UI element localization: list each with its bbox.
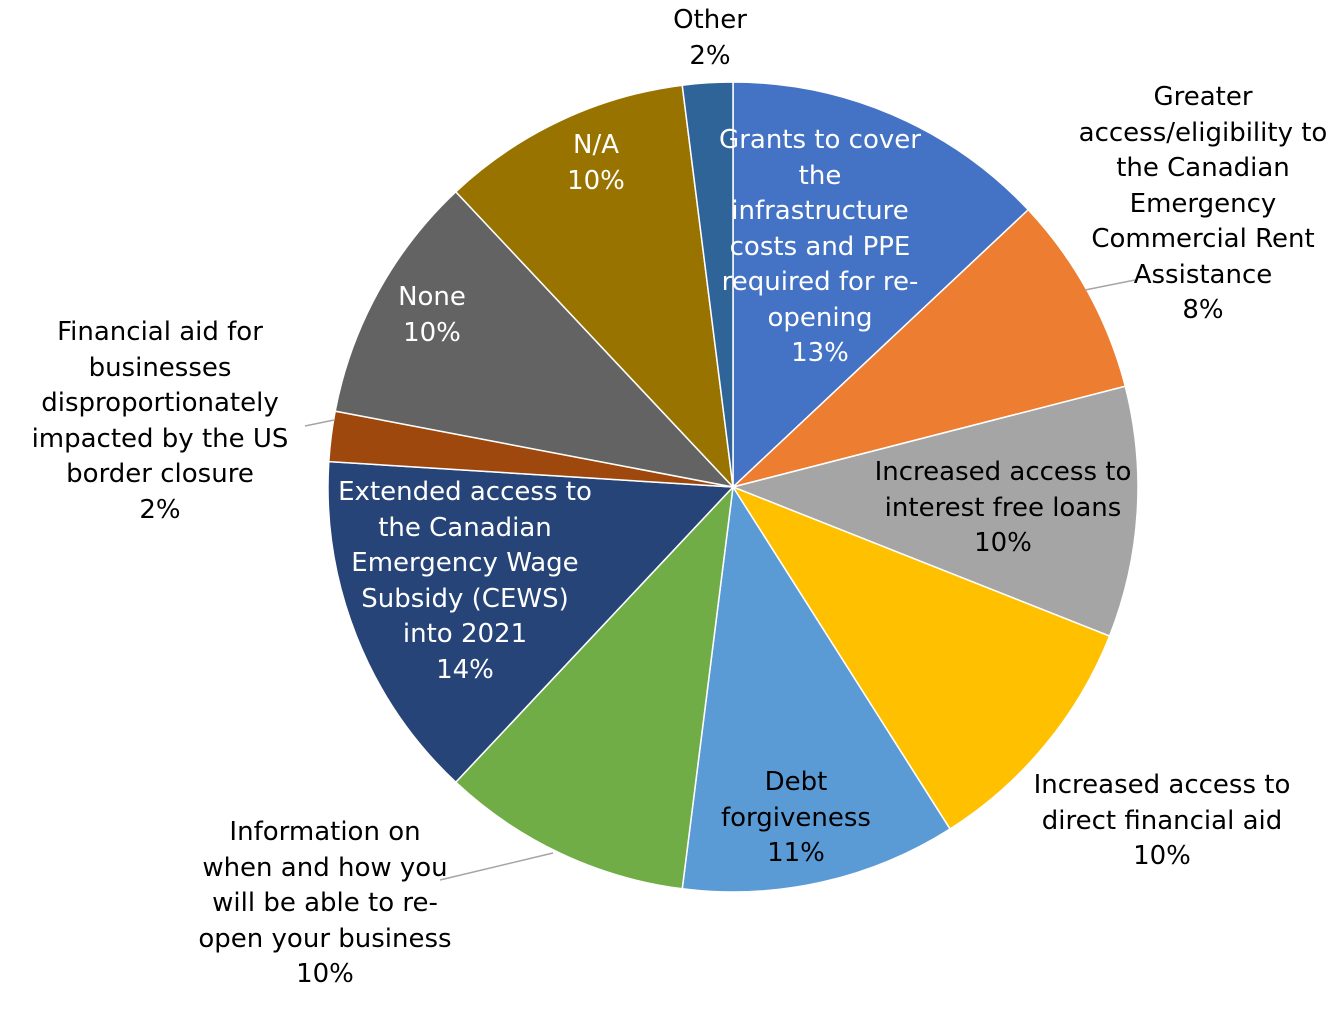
pie-slice [681,484,952,893]
value-label: 2% [689,40,731,71]
data-label: N/A 10% [521,128,671,199]
pie-slice [730,385,1139,638]
pie-slice [732,208,1127,488]
leader-line [304,419,335,427]
category-label: Grants to cover the infrastructure costs… [719,125,921,333]
value-label: 2% [139,494,181,525]
value-label: 13% [791,338,849,368]
category-label: Debt forgiveness [721,767,871,833]
pie-slice [732,81,1030,489]
data-label: Other 2% [635,3,785,74]
value-label: 8% [1182,295,1224,325]
pie-slice [334,190,736,489]
value-label: 10% [1133,841,1191,871]
leader-line [1084,279,1136,291]
value-label: 10% [974,528,1032,558]
data-label: Increased access to direct financial aid… [1025,768,1300,875]
pie-slice [454,484,735,890]
pie-slice [681,81,734,488]
data-label: Information on when and how you will be … [195,815,455,993]
category-label: Financial aid for businesses disproporti… [31,317,289,489]
category-label: Increased access to interest free loans [874,457,1132,523]
pie-slice [454,84,735,490]
data-label: Financial aid for businesses disproporti… [5,315,315,528]
category-label: N/A [573,130,619,160]
data-label: Increased access to interest free loans 1… [868,455,1138,562]
value-label: 10% [296,959,354,989]
data-label: Greater access/eligibility to the Canadi… [1078,80,1328,329]
value-label: 11% [767,838,825,868]
leader-line [439,852,554,881]
category-label: Other [673,5,747,35]
pie-slice [731,485,1111,830]
data-label: Grants to cover the infrastructure costs… [713,123,928,372]
data-label: Debt forgiveness 11% [696,765,896,872]
value-label: 10% [403,317,461,348]
category-label: Greater access/eligibility to the Canadi… [1078,82,1328,290]
value-label: 10% [567,165,625,196]
category-label: Extended access to the Canadian Emergenc… [338,477,592,649]
value-label: 14% [436,654,494,685]
category-label: None [398,282,466,312]
category-label: Increased access to direct financial aid [1033,770,1291,836]
category-label: Information on when and how you will be … [198,817,452,954]
pie-slice [327,460,735,784]
data-label: Extended access to the Canadian Emergenc… [333,475,598,688]
data-label: None 10% [357,280,507,351]
